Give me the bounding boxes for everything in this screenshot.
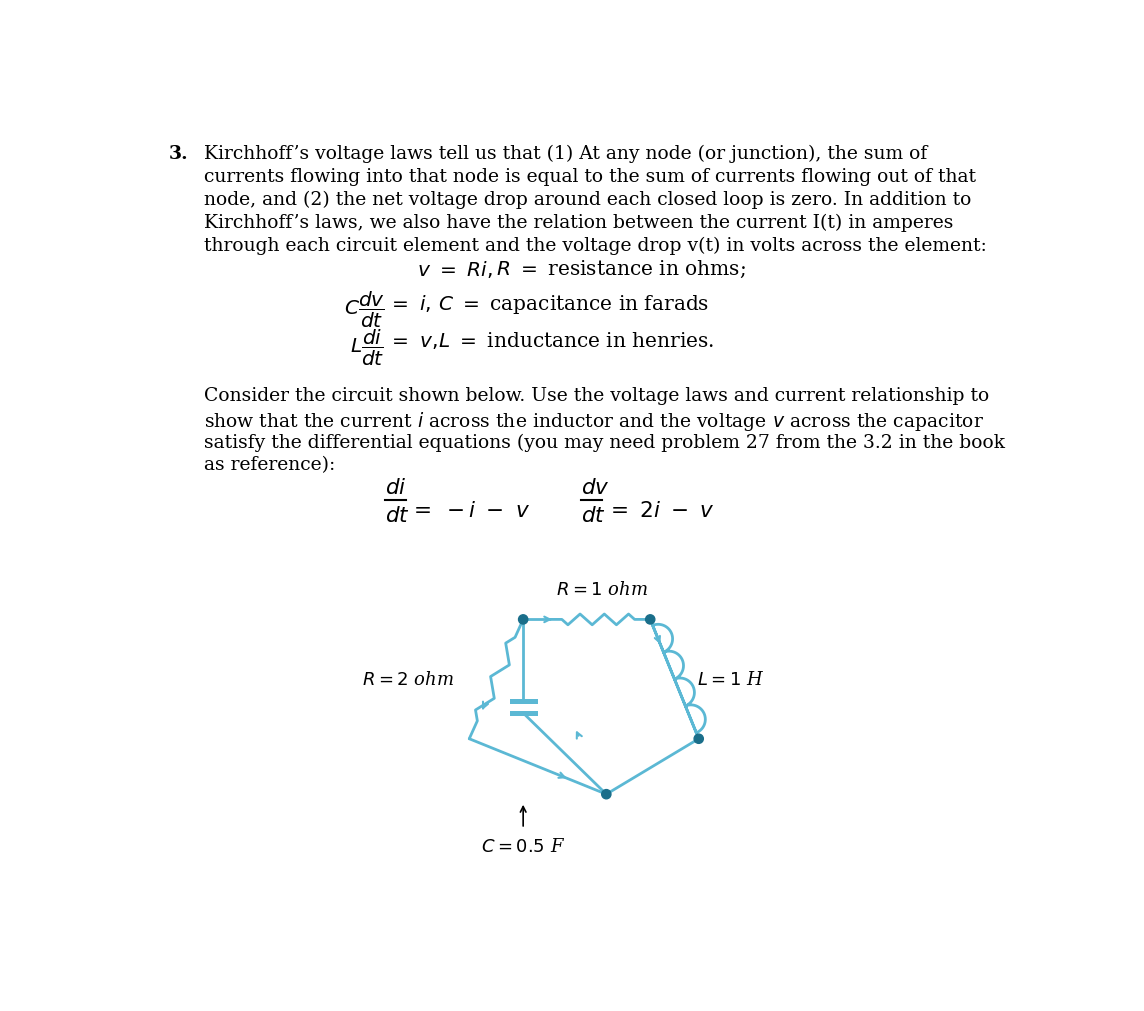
Circle shape (518, 615, 527, 625)
Text: $C\ =$ capacitance in farads: $C\ =$ capacitance in farads (438, 293, 709, 315)
Text: through each circuit element and the voltage drop v(t) in volts across the eleme: through each circuit element and the vol… (204, 237, 986, 255)
Text: currents flowing into that node is equal to the sum of currents flowing out of t: currents flowing into that node is equal… (204, 168, 976, 185)
Text: satisfy the differential equations (you may need problem 27 from the 3.2 in the : satisfy the differential equations (you … (204, 433, 1004, 451)
Text: $L = 1$ H: $L = 1$ H (697, 670, 764, 688)
Text: Kirchhoff’s voltage laws tell us that (1) At any node (or junction), the sum of: Kirchhoff’s voltage laws tell us that (1… (204, 145, 927, 163)
Text: $L\dfrac{di}{dt}$: $L\dfrac{di}{dt}$ (350, 328, 384, 368)
Text: $=\ i,$: $=\ i,$ (389, 293, 431, 313)
Text: $dt$: $dt$ (581, 504, 605, 527)
Text: $=\ -i\ -\ v$: $=\ -i\ -\ v$ (410, 499, 531, 522)
Text: $dv$: $dv$ (581, 476, 610, 498)
Text: $C = 0.5$ F: $C = 0.5$ F (482, 837, 565, 854)
Text: $di$: $di$ (384, 476, 406, 498)
Text: $=\ v,$: $=\ v,$ (389, 332, 438, 350)
Text: $R\ =$ resistance in ohms;: $R\ =$ resistance in ohms; (496, 258, 746, 279)
Text: Consider the circuit shown below. Use the voltage laws and current relationship : Consider the circuit shown below. Use th… (204, 387, 988, 404)
Circle shape (645, 615, 654, 625)
Text: node, and (2) the net voltage drop around each closed loop is zero. In addition : node, and (2) the net voltage drop aroun… (204, 190, 971, 209)
Text: as reference):: as reference): (204, 456, 335, 474)
Text: Kirchhoff’s laws, we also have the relation between the current I(t) in amperes: Kirchhoff’s laws, we also have the relat… (204, 213, 953, 232)
Text: $v \ =\ Ri,$: $v \ =\ Ri,$ (416, 258, 492, 279)
Circle shape (602, 790, 611, 799)
Text: $=\ 2i\ -\ v$: $=\ 2i\ -\ v$ (605, 499, 714, 522)
Text: $R = 2$ ohm: $R = 2$ ohm (362, 670, 454, 688)
Text: $C\dfrac{dv}{dt}$: $C\dfrac{dv}{dt}$ (343, 289, 384, 330)
Text: show that the current $i$ across the inductor and the voltage $v$ across the cap: show that the current $i$ across the ind… (204, 409, 984, 433)
Text: $R = 1$ ohm: $R = 1$ ohm (556, 580, 648, 599)
Text: $L\ =$ inductance in henries.: $L\ =$ inductance in henries. (438, 332, 715, 350)
Text: 3.: 3. (169, 145, 189, 163)
Circle shape (694, 734, 704, 744)
Text: $dt$: $dt$ (384, 504, 410, 527)
